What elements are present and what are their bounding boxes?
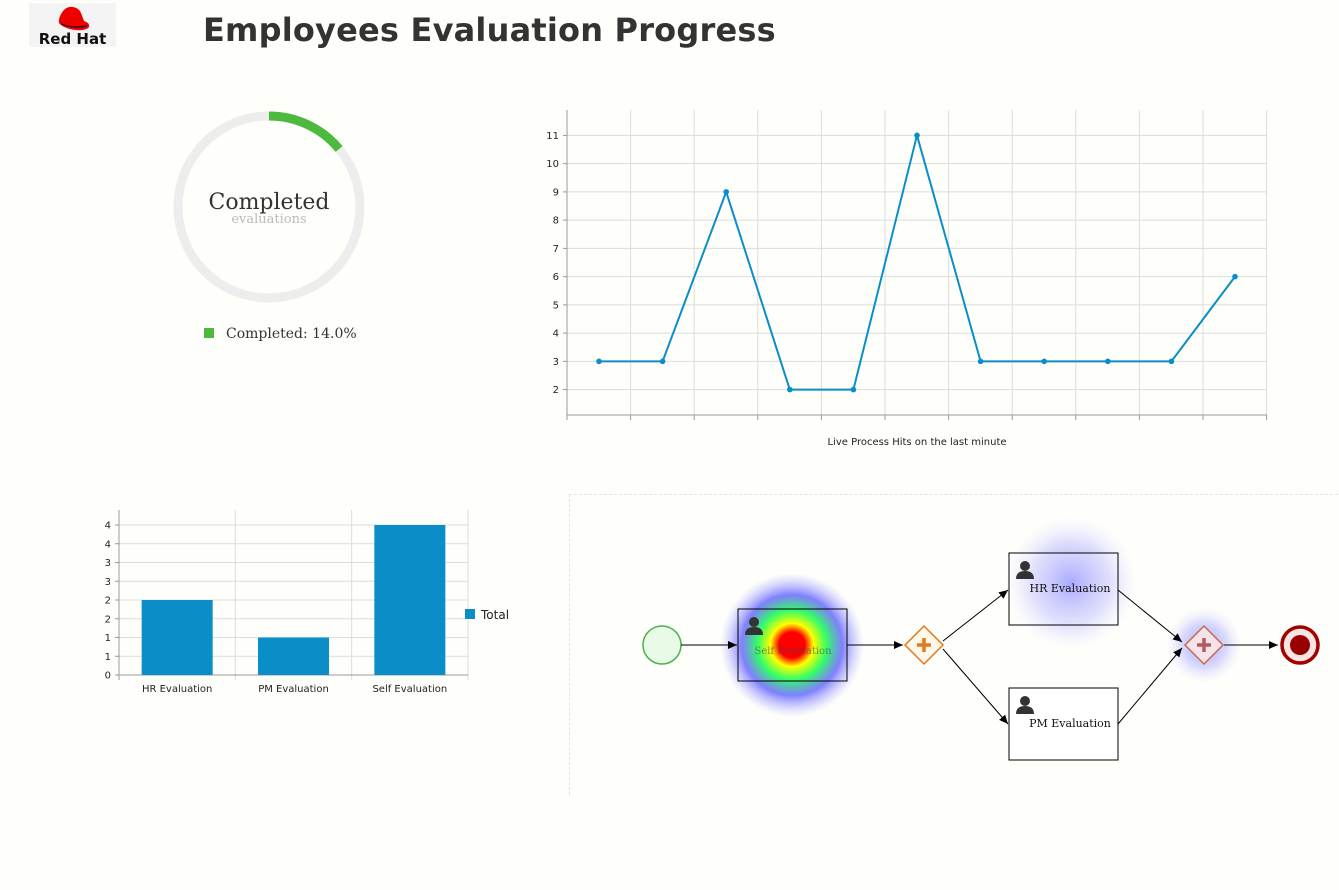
- line-point: [1041, 358, 1047, 365]
- flow-pm-to-join: [1117, 647, 1183, 725]
- bar: [141, 600, 213, 675]
- task-self-evaluation[interactable]: Self Evaluation: [737, 608, 848, 682]
- line-x-axis-label: Live Process Hits on the last minute: [827, 437, 1006, 448]
- bar: [374, 525, 446, 675]
- line-y-tick-label: 5: [553, 300, 559, 311]
- donut-legend-label: Completed: 14.0%: [226, 326, 357, 342]
- parallel-split-gateway[interactable]: [903, 624, 945, 666]
- plus-icon: [1197, 638, 1211, 652]
- start-event-icon: [642, 625, 682, 665]
- bar: [258, 637, 329, 675]
- bar-y-tick-label: 2: [105, 614, 111, 625]
- red-hat-fedora-icon: [58, 6, 90, 31]
- completed-donut-chart: Completed evaluations Completed: 14.0%: [150, 100, 390, 360]
- task-label: Self Evaluation: [754, 646, 832, 657]
- red-hat-logo[interactable]: Red Hat: [29, 3, 116, 48]
- flow-split-to-hr: [942, 589, 1009, 642]
- donut-legend-swatch: [204, 328, 214, 338]
- parallel-join-gateway[interactable]: [1183, 624, 1225, 666]
- task-hr-evaluation[interactable]: HR Evaluation: [1008, 552, 1119, 626]
- flow-hr-to-join: [1117, 589, 1183, 643]
- heat-spot-self: [720, 573, 864, 717]
- line-y-tick-label: 6: [553, 272, 559, 283]
- evaluation-totals-bar-chart: 0 1 1 2 2 3 3 4 4 HR Evaluation PM Evaluation Self …: [90, 500, 530, 700]
- line-point: [850, 386, 857, 393]
- user-icon: [745, 617, 763, 635]
- line-point: [1232, 273, 1238, 280]
- bar-y-tick-label: 1: [105, 652, 111, 663]
- line-y-tick-label: 2: [553, 385, 559, 396]
- bar-category-label: Self Evaluation: [372, 684, 447, 695]
- bar-y-tick-label: 2: [105, 596, 111, 607]
- end-event-icon[interactable]: [1280, 625, 1320, 665]
- line-point: [723, 189, 729, 195]
- line-point: [659, 358, 666, 365]
- line-y-tick-label: 11: [546, 131, 559, 142]
- bar-y-tick-label: 4: [105, 539, 111, 550]
- plus-icon: [917, 638, 931, 652]
- task-pm-evaluation[interactable]: PM Evaluation: [1008, 687, 1119, 761]
- line-y-tick-label: 3: [553, 357, 559, 368]
- line-point: [1105, 358, 1111, 365]
- bar-y-tick-label: 0: [105, 671, 111, 682]
- bar-legend-label: Total: [480, 608, 509, 622]
- process-heatmap-diagram: Self Evaluation HR Evaluation PM Evaluat…: [569, 494, 1338, 795]
- page-title: Employees Evaluation Progress: [203, 11, 776, 49]
- donut-completed-arc: [268, 111, 343, 152]
- live-process-hits-chart: 2 3 4 5 6 7 8 9 10 11 Live Process Hits on the la…: [530, 100, 1290, 460]
- bar-category-label: PM Evaluation: [258, 684, 329, 695]
- line-point: [596, 358, 602, 365]
- line-y-tick-label: 10: [546, 159, 559, 170]
- user-icon: [1016, 696, 1034, 714]
- bar-y-tick-label: 3: [105, 558, 111, 569]
- task-label: PM Evaluation: [1029, 717, 1111, 730]
- line-point: [787, 386, 793, 393]
- user-icon: [1016, 561, 1034, 579]
- bar-category-label: HR Evaluation: [142, 684, 212, 695]
- line-point: [1168, 358, 1175, 365]
- line-y-tick-label: 4: [553, 329, 559, 340]
- donut-center-title: Completed: [208, 190, 329, 215]
- heat-spot-hr: [1005, 517, 1137, 649]
- bar-y-tick-label: 1: [105, 633, 111, 644]
- bar-y-tick-label: 3: [105, 577, 111, 588]
- line-point: [914, 132, 920, 139]
- bar-y-tick-label: 4: [105, 521, 111, 532]
- bar-legend-swatch: [465, 609, 475, 619]
- line-y-tick-label: 8: [553, 216, 559, 227]
- flow-split-to-pm: [942, 648, 1009, 725]
- line-y-tick-label: 7: [553, 244, 559, 255]
- donut-center-subtitle: evaluations: [231, 212, 306, 227]
- task-label: HR Evaluation: [1030, 582, 1111, 595]
- line-point: [977, 358, 984, 365]
- line-y-tick-label: 9: [553, 187, 559, 198]
- logo-text: Red Hat: [39, 30, 107, 47]
